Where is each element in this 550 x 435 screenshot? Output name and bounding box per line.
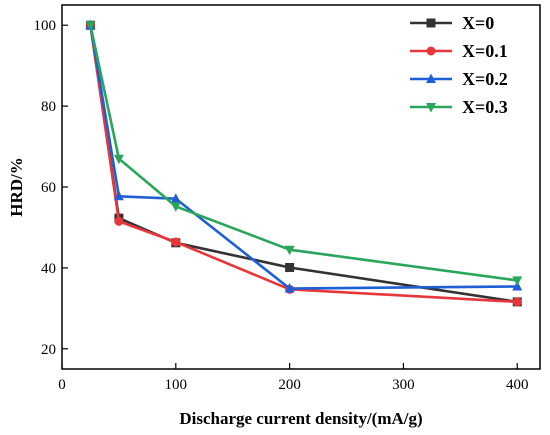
data-point xyxy=(170,202,181,212)
x-tick-label: 100 xyxy=(165,377,188,393)
x-tick-label: 300 xyxy=(392,377,415,393)
series-3 xyxy=(85,21,523,286)
series-0 xyxy=(85,20,522,307)
series-line xyxy=(89,25,518,290)
data-point xyxy=(113,190,124,201)
data-point xyxy=(512,297,522,307)
x-tick-label: 400 xyxy=(506,377,529,393)
legend-marker xyxy=(426,18,436,28)
legend-entry: X=0.1 xyxy=(410,41,508,61)
x-axis: 0 100 200 300 400 xyxy=(58,363,528,393)
data-point xyxy=(285,262,295,272)
legend: X=0 X=0.1 X=0.2 X=0.3 xyxy=(410,13,508,117)
series-line xyxy=(89,25,518,304)
legend-label: X=0.1 xyxy=(462,41,508,61)
x-tick-label: 200 xyxy=(278,377,301,393)
data-point xyxy=(114,216,124,226)
series-line xyxy=(89,25,518,304)
legend-label: X=0.2 xyxy=(462,69,508,89)
y-axis-title: HRD/% xyxy=(7,157,26,217)
data-point xyxy=(284,283,295,293)
data-point xyxy=(85,21,96,31)
legend-entry: X=0.2 xyxy=(410,69,508,89)
x-axis-title: Discharge current density/(mA/g) xyxy=(179,409,422,428)
y-tick-label: 40 xyxy=(41,261,56,277)
y-tick-label: 60 xyxy=(41,180,56,196)
data-point xyxy=(170,193,181,203)
legend-label: X=0.3 xyxy=(462,97,508,117)
series-line xyxy=(89,24,518,282)
series-1 xyxy=(85,20,522,307)
data-point xyxy=(113,154,124,165)
series-layer xyxy=(85,19,523,307)
legend-marker xyxy=(426,103,436,113)
legend-marker xyxy=(426,46,436,56)
legend-label: X=0 xyxy=(462,13,494,33)
legend-entry: X=0 xyxy=(410,13,494,33)
y-axis: 20 40 60 80 100 xyxy=(34,18,68,358)
legend-marker xyxy=(426,73,436,83)
data-point xyxy=(512,276,523,286)
y-tick-label: 80 xyxy=(41,99,56,115)
data-point xyxy=(284,245,295,256)
y-tick-label: 20 xyxy=(41,342,56,358)
legend-entry: X=0.3 xyxy=(410,97,508,117)
x-tick-label: 0 xyxy=(58,377,66,393)
y-tick-label: 100 xyxy=(34,18,57,34)
data-point xyxy=(171,237,181,247)
